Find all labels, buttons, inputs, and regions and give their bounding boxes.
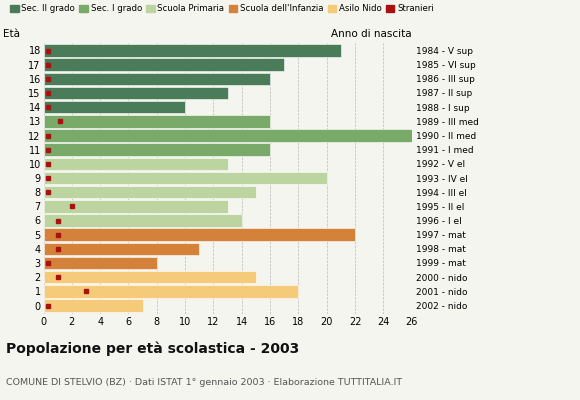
- Bar: [44, 285, 299, 298]
- Bar: [44, 144, 270, 156]
- Bar: [44, 257, 157, 269]
- Bar: [44, 129, 412, 142]
- Bar: [44, 87, 227, 99]
- Bar: [44, 101, 185, 114]
- Bar: [44, 172, 327, 184]
- Text: Età: Età: [3, 29, 20, 39]
- Bar: [44, 271, 256, 283]
- Bar: [44, 58, 284, 71]
- Bar: [44, 214, 242, 227]
- Text: Popolazione per età scolastica - 2003: Popolazione per età scolastica - 2003: [6, 342, 299, 356]
- Bar: [44, 200, 227, 212]
- Text: COMUNE DI STELVIO (BZ) · Dati ISTAT 1° gennaio 2003 · Elaborazione TUTTITALIA.IT: COMUNE DI STELVIO (BZ) · Dati ISTAT 1° g…: [6, 378, 402, 387]
- Bar: [44, 299, 143, 312]
- Bar: [44, 158, 227, 170]
- Text: Anno di nascita: Anno di nascita: [331, 29, 412, 39]
- Bar: [44, 242, 200, 255]
- Bar: [44, 186, 256, 198]
- Bar: [44, 44, 341, 57]
- Bar: [44, 228, 355, 241]
- Bar: [44, 115, 270, 128]
- Legend: Sec. II grado, Sec. I grado, Scuola Primaria, Scuola dell'Infanzia, Asilo Nido, : Sec. II grado, Sec. I grado, Scuola Prim…: [10, 4, 434, 13]
- Bar: [44, 73, 270, 85]
